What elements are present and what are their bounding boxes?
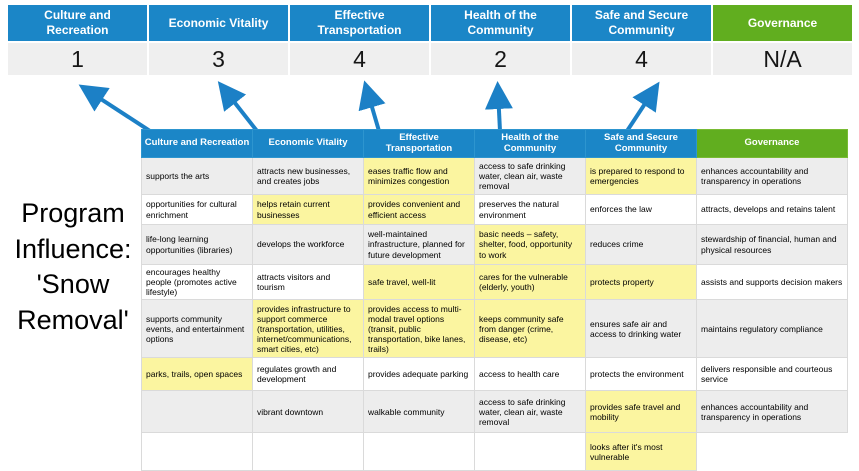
matrix-cell: develops the workforce <box>252 224 364 265</box>
matrix-cell: keeps community safe from danger (crime,… <box>474 299 586 359</box>
score-value-4: 2 <box>431 43 570 75</box>
matrix-cell: encourages healthy people (promotes acti… <box>141 263 253 301</box>
matrix-cell: cares for the vulnerable (elderly, youth… <box>474 263 586 301</box>
score-value-1: 1 <box>8 43 147 75</box>
matrix-cell: safe travel, well-lit <box>363 263 475 301</box>
matrix-cell: regulates growth and development <box>252 357 364 392</box>
matrix-cell: walkable community <box>363 390 475 434</box>
matrix-cell: access to safe drinking water, clean air… <box>474 157 586 195</box>
matrix-column-header-5: Safe and Secure Community <box>585 129 697 158</box>
table-row: vibrant downtown walkable community access… <box>141 390 848 434</box>
arrows-svg <box>78 80 660 133</box>
matrix-cell: access to health care <box>474 357 586 392</box>
matrix-cell: enforces the law <box>585 194 697 225</box>
matrix-cell: protects property <box>585 263 697 301</box>
matrix-cell: stewardship of financial, human and phys… <box>696 224 848 265</box>
score-value-5: 4 <box>572 43 711 75</box>
matrix-column-header-2: Economic Vitality <box>252 129 364 158</box>
matrix-column-header-4: Health of the Community <box>474 129 586 158</box>
score-row: 1 3 4 2 4 N/A <box>8 43 852 75</box>
matrix-cell: provides infrastructure to support comme… <box>252 299 364 359</box>
table-row: supports the arts attracts new businesses… <box>141 157 848 195</box>
matrix-cell <box>696 432 848 471</box>
matrix-cell: reduces crime <box>585 224 697 265</box>
matrix-cell: basic needs – safety, shelter, food, opp… <box>474 224 586 265</box>
table-row: opportunities for cultural enrichment hel… <box>141 194 848 225</box>
banner-category-3: Effective Transportation <box>290 5 429 41</box>
matrix-cell: attracts visitors and tourism <box>252 263 364 301</box>
banner-category-5: Safe and Secure Community <box>572 5 711 41</box>
matrix-cell: enhances accountability and transparency… <box>696 390 848 434</box>
program-influence-label: Program Influence: 'Snow Removal' <box>14 198 132 335</box>
matrix-cell: protects the environment <box>585 357 697 392</box>
matrix-cell: preserves the natural environment <box>474 194 586 225</box>
matrix-cell: enhances accountability and transparency… <box>696 157 848 195</box>
matrix-cell: helps retain current businesses <box>252 194 364 225</box>
matrix-header-row: Culture and Recreation Economic Vitality E… <box>141 129 848 158</box>
banner-category-6: Governance <box>713 5 852 41</box>
matrix-cell: supports the arts <box>141 157 253 195</box>
category-banner: Culture and Recreation Economic Vitality E… <box>8 5 852 41</box>
banner-category-2: Economic Vitality <box>149 5 288 41</box>
matrix-body: supports the arts attracts new businesses… <box>141 157 848 471</box>
matrix-cell: provides convenient and efficient access <box>363 194 475 225</box>
table-row: parks, trails, open spaces regulates grow… <box>141 357 848 392</box>
matrix-cell: opportunities for cultural enrichment <box>141 194 253 225</box>
table-row: encourages healthy people (promotes acti… <box>141 263 848 301</box>
banner-category-1: Culture and Recreation <box>8 5 147 41</box>
matrix-cell: provides safe travel and mobility <box>585 390 697 434</box>
matrix-cell: is prepared to respond to emergencies <box>585 157 697 195</box>
matrix-column-header-1: Culture and Recreation <box>141 129 253 158</box>
matrix-cell: provides adequate parking <box>363 357 475 392</box>
matrix-cell: access to safe drinking water, clean air… <box>474 390 586 434</box>
score-value-3: 4 <box>290 43 429 75</box>
up-arrow-icon-2 <box>217 81 259 133</box>
matrix-cell: ensures safe air and access to drinking … <box>585 299 697 359</box>
up-arrow-icon-3 <box>358 80 386 132</box>
matrix-cell: attracts, develops and retains talent <box>696 194 848 225</box>
up-arrow-icon-4 <box>484 81 513 132</box>
matrix-cell <box>141 390 253 434</box>
matrix-cell: eases traffic flow and minimizes congest… <box>363 157 475 195</box>
score-value-2: 3 <box>149 43 288 75</box>
matrix-cell: delivers responsible and courteous servi… <box>696 357 848 392</box>
score-value-6: N/A <box>713 43 852 75</box>
table-row: life-long learning opportunities (librar… <box>141 224 848 265</box>
matrix-cell: life-long learning opportunities (librar… <box>141 224 253 265</box>
priorities-matrix: Culture and Recreation Economic Vitality E… <box>141 129 848 471</box>
banner-category-4: Health of the Community <box>431 5 570 41</box>
up-arrow-icon-5 <box>625 81 660 133</box>
matrix-cell: vibrant downtown <box>252 390 364 434</box>
up-arrow-icon-1 <box>78 84 152 133</box>
matrix-cell: maintains regulatory compliance <box>696 299 848 359</box>
matrix-column-header-3: Effective Transportation <box>363 129 475 158</box>
matrix-cell: provides access to multi-modal travel op… <box>363 299 475 359</box>
matrix-cell: supports community events, and entertain… <box>141 299 253 359</box>
matrix-cell: assists and supports decision makers <box>696 263 848 301</box>
matrix-cell: well-maintained infrastructure, planned … <box>363 224 475 265</box>
matrix-cell: attracts new businesses, and creates job… <box>252 157 364 195</box>
matrix-column-header-6: Governance <box>696 129 848 158</box>
matrix-cell: parks, trails, open spaces <box>141 357 253 392</box>
table-row: supports community events, and entertain… <box>141 299 848 359</box>
